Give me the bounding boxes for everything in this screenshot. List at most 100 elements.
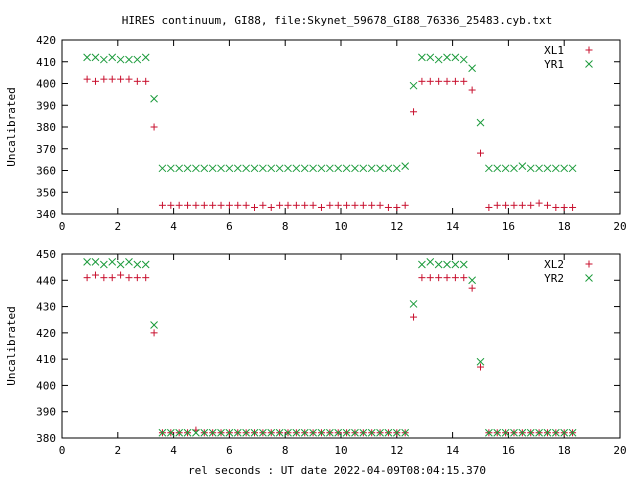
data-point-YR2 bbox=[359, 428, 368, 437]
data-point-YR2 bbox=[485, 428, 493, 437]
data-point-YR2 bbox=[116, 260, 125, 269]
data-point-XL1 bbox=[493, 201, 501, 209]
data-point-YR1 bbox=[158, 164, 167, 173]
y-axis-label: Uncalibrated bbox=[5, 87, 18, 166]
data-point-XL2 bbox=[460, 274, 468, 282]
plot-panel-1: 0 2 4 6 8 10 12 14 16 18 20 340 350 360 370 380 390 400 41… bbox=[5, 34, 627, 233]
data-point-YR2 bbox=[141, 260, 150, 269]
data-point-XL2 bbox=[100, 274, 108, 282]
data-point-YR2 bbox=[150, 321, 158, 329]
data-point-XL1 bbox=[284, 201, 292, 209]
y-tick-label: 400 bbox=[36, 379, 56, 392]
data-point-XL1 bbox=[225, 201, 233, 209]
x-tick-label: 16 bbox=[502, 444, 515, 457]
data-point-YR2 bbox=[217, 428, 225, 437]
data-point-XL1 bbox=[451, 77, 459, 85]
data-point-YR2 bbox=[242, 428, 250, 437]
data-point-XL2 bbox=[477, 363, 484, 371]
data-point-YR2 bbox=[91, 258, 100, 266]
legend-label-XL1: XL1 bbox=[544, 44, 564, 57]
data-point-YR2 bbox=[526, 428, 535, 437]
data-point-XL1 bbox=[535, 199, 543, 207]
data-point-YR1 bbox=[217, 164, 225, 173]
data-point-YR1 bbox=[192, 164, 200, 173]
data-point-YR1 bbox=[351, 164, 359, 173]
data-point-XL1 bbox=[510, 201, 518, 209]
data-point-YR1 bbox=[443, 53, 451, 62]
data-point-YR2 bbox=[434, 260, 443, 269]
legend-marker-YR1 bbox=[585, 60, 593, 68]
data-point-XL1 bbox=[108, 75, 116, 83]
x-tick-label: 6 bbox=[226, 444, 233, 457]
data-point-XL1 bbox=[100, 75, 108, 83]
data-point-YR2 bbox=[510, 428, 518, 437]
data-point-YR2 bbox=[83, 258, 91, 266]
data-point-XL1 bbox=[435, 77, 443, 85]
data-point-YR2 bbox=[551, 428, 560, 437]
data-point-XL2 bbox=[410, 313, 418, 321]
data-point-YR2 bbox=[208, 428, 217, 437]
data-point-YR1 bbox=[526, 164, 535, 173]
data-point-YR2 bbox=[175, 428, 184, 437]
data-point-XL1 bbox=[301, 201, 309, 209]
data-point-YR1 bbox=[91, 53, 100, 62]
data-point-XL1 bbox=[184, 201, 192, 209]
data-point-XL1 bbox=[91, 77, 99, 85]
data-point-XL1 bbox=[192, 201, 200, 209]
legend-marker-XL1 bbox=[585, 46, 593, 54]
y-tick-label: 440 bbox=[36, 274, 56, 287]
legend-label-XL2: XL2 bbox=[544, 258, 564, 271]
data-point-YR2 bbox=[342, 428, 351, 437]
x-tick-label: 12 bbox=[390, 220, 403, 233]
data-point-XL1 bbox=[326, 201, 334, 209]
data-point-XL1 bbox=[259, 201, 267, 209]
data-point-YR2 bbox=[334, 428, 343, 437]
legend-label-YR1: YR1 bbox=[544, 58, 564, 71]
data-point-YR2 bbox=[401, 428, 410, 437]
data-point-YR2 bbox=[560, 428, 569, 437]
data-point-YR1 bbox=[200, 164, 209, 173]
data-point-YR2 bbox=[476, 357, 485, 366]
y-tick-label: 350 bbox=[36, 186, 56, 199]
data-point-YR1 bbox=[233, 164, 242, 173]
data-point-YR1 bbox=[83, 53, 91, 62]
data-point-XL1 bbox=[242, 201, 250, 209]
data-point-YR2 bbox=[108, 258, 117, 266]
data-point-XL1 bbox=[460, 77, 468, 85]
data-point-YR1 bbox=[108, 53, 117, 62]
x-tick-label: 2 bbox=[114, 444, 121, 457]
plot-frame bbox=[61, 39, 621, 215]
data-point-YR2 bbox=[501, 428, 510, 437]
data-point-XL1 bbox=[117, 75, 125, 83]
data-point-YR1 bbox=[518, 162, 527, 171]
data-point-YR1 bbox=[292, 164, 301, 173]
x-axis-label: rel seconds : UT date 2022-04-09T08:04:1… bbox=[188, 464, 486, 477]
data-point-YR1 bbox=[376, 164, 384, 173]
data-point-YR2 bbox=[451, 260, 460, 269]
y-tick-label: 370 bbox=[36, 143, 56, 156]
data-point-YR2 bbox=[459, 260, 468, 269]
data-point-YR2 bbox=[225, 428, 234, 437]
data-point-YR1 bbox=[166, 164, 175, 173]
data-point-YR1 bbox=[183, 164, 192, 173]
data-point-YR1 bbox=[560, 164, 569, 173]
data-point-YR1 bbox=[434, 55, 443, 64]
data-point-YR1 bbox=[426, 53, 435, 62]
x-tick-label: 10 bbox=[334, 444, 347, 457]
data-point-XL2 bbox=[133, 274, 141, 282]
data-point-YR1 bbox=[208, 164, 217, 173]
data-point-YR1 bbox=[485, 164, 493, 173]
legend-marker-XL2 bbox=[585, 260, 593, 268]
data-point-XL1 bbox=[376, 201, 384, 209]
data-point-XL2 bbox=[468, 284, 476, 292]
plots-group: 0 2 4 6 8 10 12 14 16 18 2034035036037038039040041… bbox=[5, 34, 627, 457]
data-point-YR1 bbox=[359, 164, 368, 173]
data-point-YR2 bbox=[99, 260, 108, 269]
data-point-XL1 bbox=[150, 123, 158, 131]
data-point-YR2 bbox=[468, 276, 476, 285]
legend-label-YR2: YR2 bbox=[544, 272, 564, 285]
data-point-YR2 bbox=[166, 428, 175, 437]
data-point-XL1 bbox=[334, 201, 342, 209]
